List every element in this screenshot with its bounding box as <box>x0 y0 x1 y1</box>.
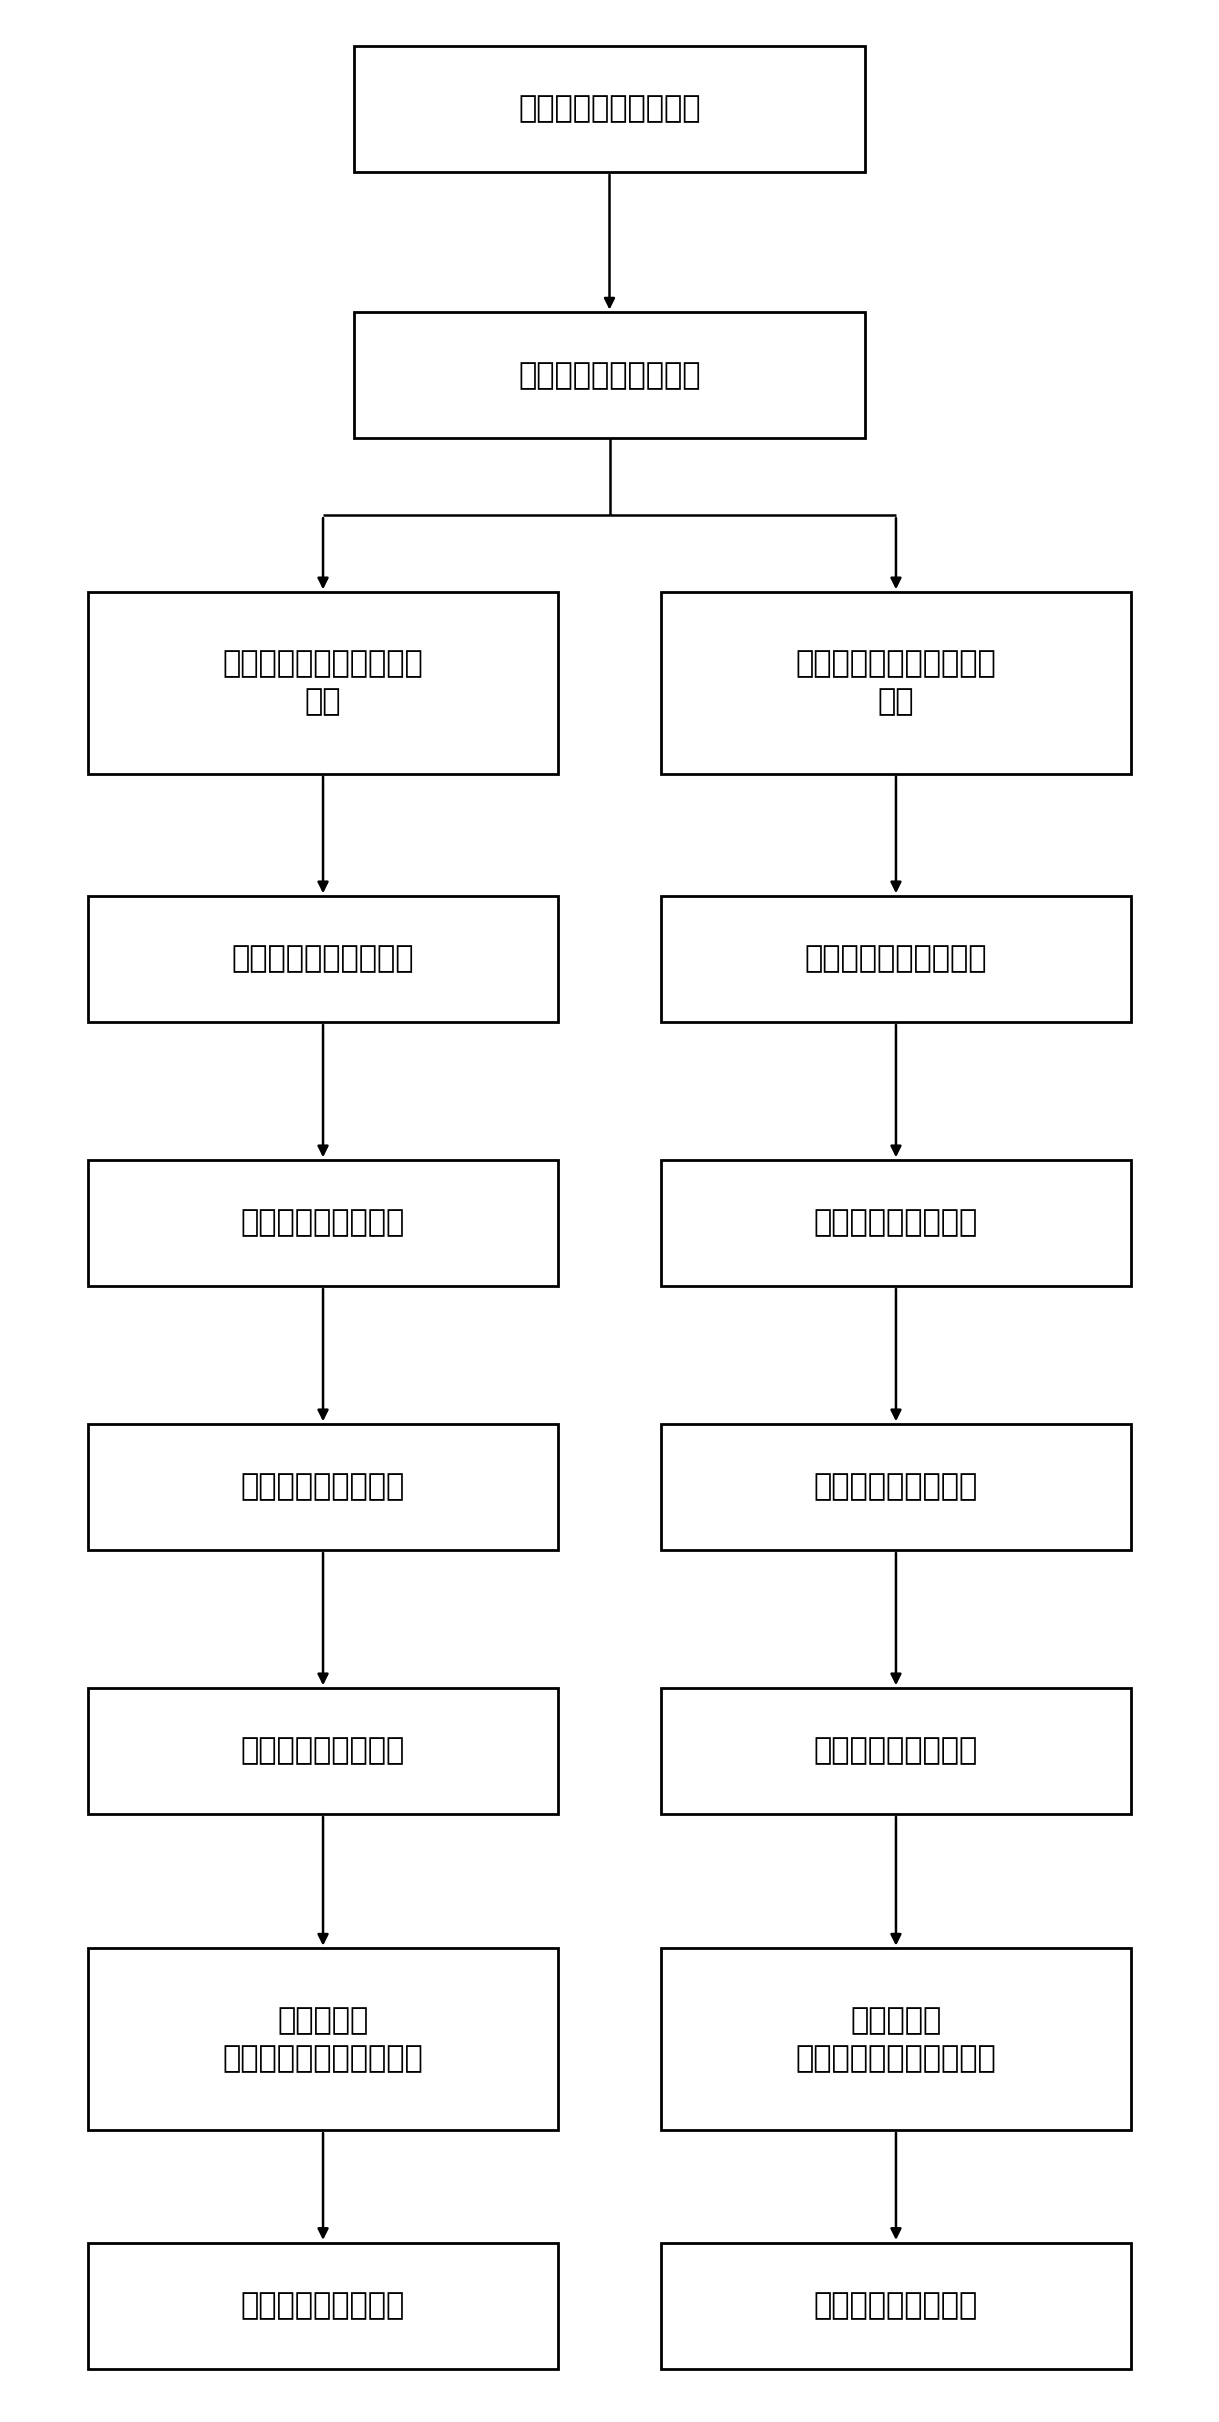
Text: 计算波达角协方差矩阵: 计算波达角协方差矩阵 <box>232 945 414 974</box>
FancyBboxPatch shape <box>354 46 865 172</box>
FancyBboxPatch shape <box>89 1160 558 1286</box>
Text: 计算发射角拟合误差: 计算发射角拟合误差 <box>814 1473 978 1502</box>
Text: 获得波达角
空域稀疏向量的最优估计: 获得波达角 空域稀疏向量的最优估计 <box>223 2005 423 2073</box>
FancyBboxPatch shape <box>661 593 1131 775</box>
Text: 建立均匀线性阵列模型: 建立均匀线性阵列模型 <box>518 94 701 124</box>
FancyBboxPatch shape <box>89 1947 558 2131</box>
Text: 获得发射角
空域稀疏向量的最优估计: 获得发射角 空域稀疏向量的最优估计 <box>796 2005 996 2073</box>
FancyBboxPatch shape <box>354 312 865 438</box>
FancyBboxPatch shape <box>89 593 558 775</box>
Text: 计算发射角协方差矩阵: 计算发射角协方差矩阵 <box>805 945 987 974</box>
Text: 构造波达角超完备基: 构造波达角超完备基 <box>241 1737 405 1766</box>
Text: 计算发射角观测向量: 计算发射角观测向量 <box>814 1209 978 1238</box>
Text: 绘制波达角幅度谱图: 绘制波达角幅度谱图 <box>241 2291 405 2320</box>
FancyBboxPatch shape <box>661 2243 1131 2369</box>
FancyBboxPatch shape <box>661 1424 1131 1550</box>
Text: 计算波达角拟合误差: 计算波达角拟合误差 <box>241 1473 405 1502</box>
FancyBboxPatch shape <box>89 1688 558 1814</box>
Text: 构造发射角超完备基: 构造发射角超完备基 <box>814 1737 978 1766</box>
FancyBboxPatch shape <box>661 1947 1131 2131</box>
FancyBboxPatch shape <box>661 1688 1131 1814</box>
Text: 获得均匀阵列输出信号: 获得均匀阵列输出信号 <box>518 361 701 390</box>
FancyBboxPatch shape <box>661 1160 1131 1286</box>
FancyBboxPatch shape <box>89 2243 558 2369</box>
FancyBboxPatch shape <box>661 896 1131 1022</box>
Text: 绘制发射角幅度谱图: 绘制发射角幅度谱图 <box>814 2291 978 2320</box>
FancyBboxPatch shape <box>89 896 558 1022</box>
Text: 构造发射角输出均匀线性
矩阵: 构造发射角输出均匀线性 矩阵 <box>796 649 996 717</box>
FancyBboxPatch shape <box>89 1424 558 1550</box>
Text: 构造波达角输出均匀线性
矩阵: 构造波达角输出均匀线性 矩阵 <box>223 649 423 717</box>
Text: 计算波达角观测向量: 计算波达角观测向量 <box>241 1209 405 1238</box>
